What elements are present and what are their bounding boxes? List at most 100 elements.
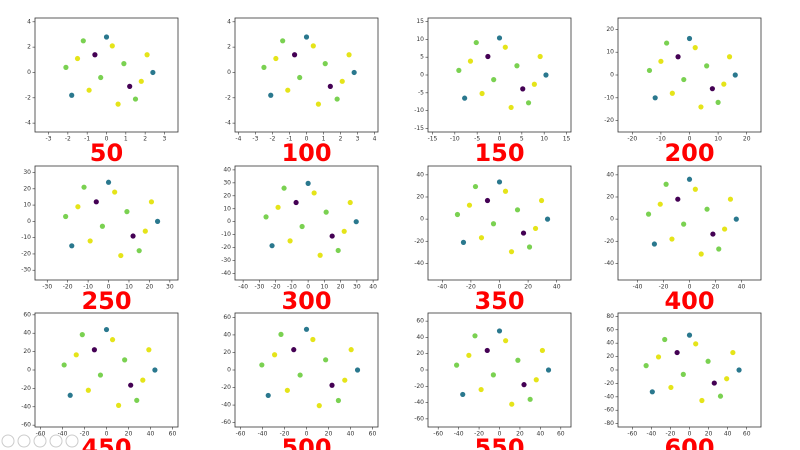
x-tick-label: -4 — [235, 136, 241, 143]
x-tick-label: -20 — [659, 284, 669, 291]
scatter-point — [490, 372, 496, 378]
scatter-point — [69, 243, 75, 249]
scatter-point — [515, 357, 521, 363]
x-tick-label: 40 — [147, 431, 155, 438]
y-tick-label: 0 — [610, 216, 614, 223]
scatter-point — [485, 53, 491, 60]
scatter-point — [317, 252, 323, 258]
scatter-point — [273, 55, 279, 62]
x-tick-label: 40 — [537, 431, 545, 438]
scatter-point — [311, 190, 317, 196]
toolbar-button[interactable] — [1, 434, 15, 448]
y-tick-label: 80 — [606, 313, 614, 320]
y-tick-label: 40 — [606, 171, 614, 178]
scatter-point — [669, 236, 675, 242]
scatter-point — [347, 199, 353, 206]
y-tick-label: -20 — [604, 380, 614, 387]
scatter-point — [269, 243, 275, 249]
plot-frame — [34, 165, 179, 281]
x-tick-label: -40 — [58, 431, 68, 438]
panel-label: 350 — [474, 287, 524, 315]
scatter-point — [473, 39, 479, 46]
scatter-point — [275, 204, 281, 210]
y-tick-label: 40 — [223, 166, 231, 173]
y-tick-label: 0 — [27, 69, 31, 76]
y-tick-label: 40 — [223, 331, 231, 338]
x-tick-label: 10 — [125, 284, 133, 291]
scatter-point — [316, 403, 322, 409]
toolbar-button[interactable] — [49, 434, 63, 448]
x-tick-label: 4 — [373, 136, 377, 143]
x-tick-label: -3 — [46, 136, 52, 143]
scatter-point — [342, 377, 348, 383]
scatter-point — [150, 69, 156, 76]
x-tick-label: 20 — [524, 284, 532, 291]
x-tick-label: -15 — [428, 136, 438, 143]
x-tick-label: 20 — [337, 284, 345, 291]
x-tick-label: -60 — [433, 431, 443, 438]
y-tick-label: -30 — [21, 267, 31, 274]
scatter-point — [265, 392, 271, 399]
scatter-point — [715, 99, 721, 105]
scatter-point — [478, 386, 484, 393]
x-tick-label: -30 — [254, 284, 264, 291]
scatter-point — [335, 247, 341, 254]
y-tick-label: 15 — [416, 18, 424, 25]
scatter-point — [346, 52, 352, 58]
scatter-point — [664, 40, 670, 46]
scatter-point — [79, 332, 85, 338]
scatter-point — [674, 349, 680, 356]
x-tick-label: -60 — [627, 431, 637, 438]
toolbar-button[interactable] — [33, 434, 47, 448]
scatter-point — [99, 223, 106, 229]
scatter-point — [491, 77, 497, 83]
y-tick-label: -2 — [225, 94, 231, 101]
x-tick-label: 20 — [325, 431, 333, 438]
x-tick-label: 0 — [306, 284, 310, 291]
y-tick-label: -30 — [221, 257, 231, 264]
y-tick-label: 20 — [606, 193, 614, 200]
scatter-point — [698, 104, 704, 110]
scatter-point — [63, 213, 69, 220]
toolbar-button[interactable] — [65, 434, 79, 448]
x-tick-label: 60 — [169, 431, 177, 438]
y-tick-label: 10 — [23, 202, 31, 209]
scatter-point — [105, 179, 112, 185]
chart-panel: -20 -10 0 10 20 -20 -10 0 10 20 200 — [604, 17, 762, 167]
scatter-point — [259, 362, 265, 368]
scatter-point — [730, 349, 736, 356]
scatter-point — [291, 347, 297, 353]
x-tick-label: 60 — [743, 431, 751, 438]
y-tick-label: 0 — [610, 367, 614, 374]
chart-panel: -3 -2 -1 0 1 2 3 -4 -2 0 2 4 50 — [25, 17, 179, 167]
scatter-point — [115, 101, 121, 107]
scatter-point — [716, 246, 722, 252]
scatter-point — [152, 367, 158, 373]
panel-label: 200 — [664, 139, 714, 167]
y-tick-label: 10 — [606, 49, 614, 56]
y-tick-label: 40 — [416, 334, 424, 341]
scatter-point — [335, 397, 341, 404]
scatter-point — [341, 228, 347, 234]
scatter-point — [508, 249, 515, 255]
x-tick-label: 40 — [738, 284, 746, 291]
scatter-point — [657, 201, 663, 207]
chart-panel: -60 -40 -20 0 20 40 60 -60 -40 -20 0 20 40 60 550 — [414, 312, 572, 450]
toolbar-button[interactable] — [17, 434, 31, 448]
y-tick-label: -4 — [25, 120, 31, 127]
y-tick-label: -80 — [604, 420, 614, 427]
scatter-point — [310, 43, 316, 49]
scatter-point — [109, 337, 116, 343]
scatter-point — [705, 358, 711, 364]
x-tick-label: 20 — [743, 136, 751, 143]
scatter-point — [722, 226, 728, 232]
scatter-point — [466, 352, 472, 358]
x-tick-label: 30 — [353, 284, 361, 291]
chart-panel: -40 -30 -20 -10 0 10 20 30 40 -40 -30 -20 -10 0 10 20 30… — [221, 165, 379, 315]
scatter-point — [531, 81, 537, 87]
x-tick-label: 40 — [369, 284, 377, 291]
scatter-point — [103, 34, 110, 40]
scatter-point — [643, 363, 649, 369]
